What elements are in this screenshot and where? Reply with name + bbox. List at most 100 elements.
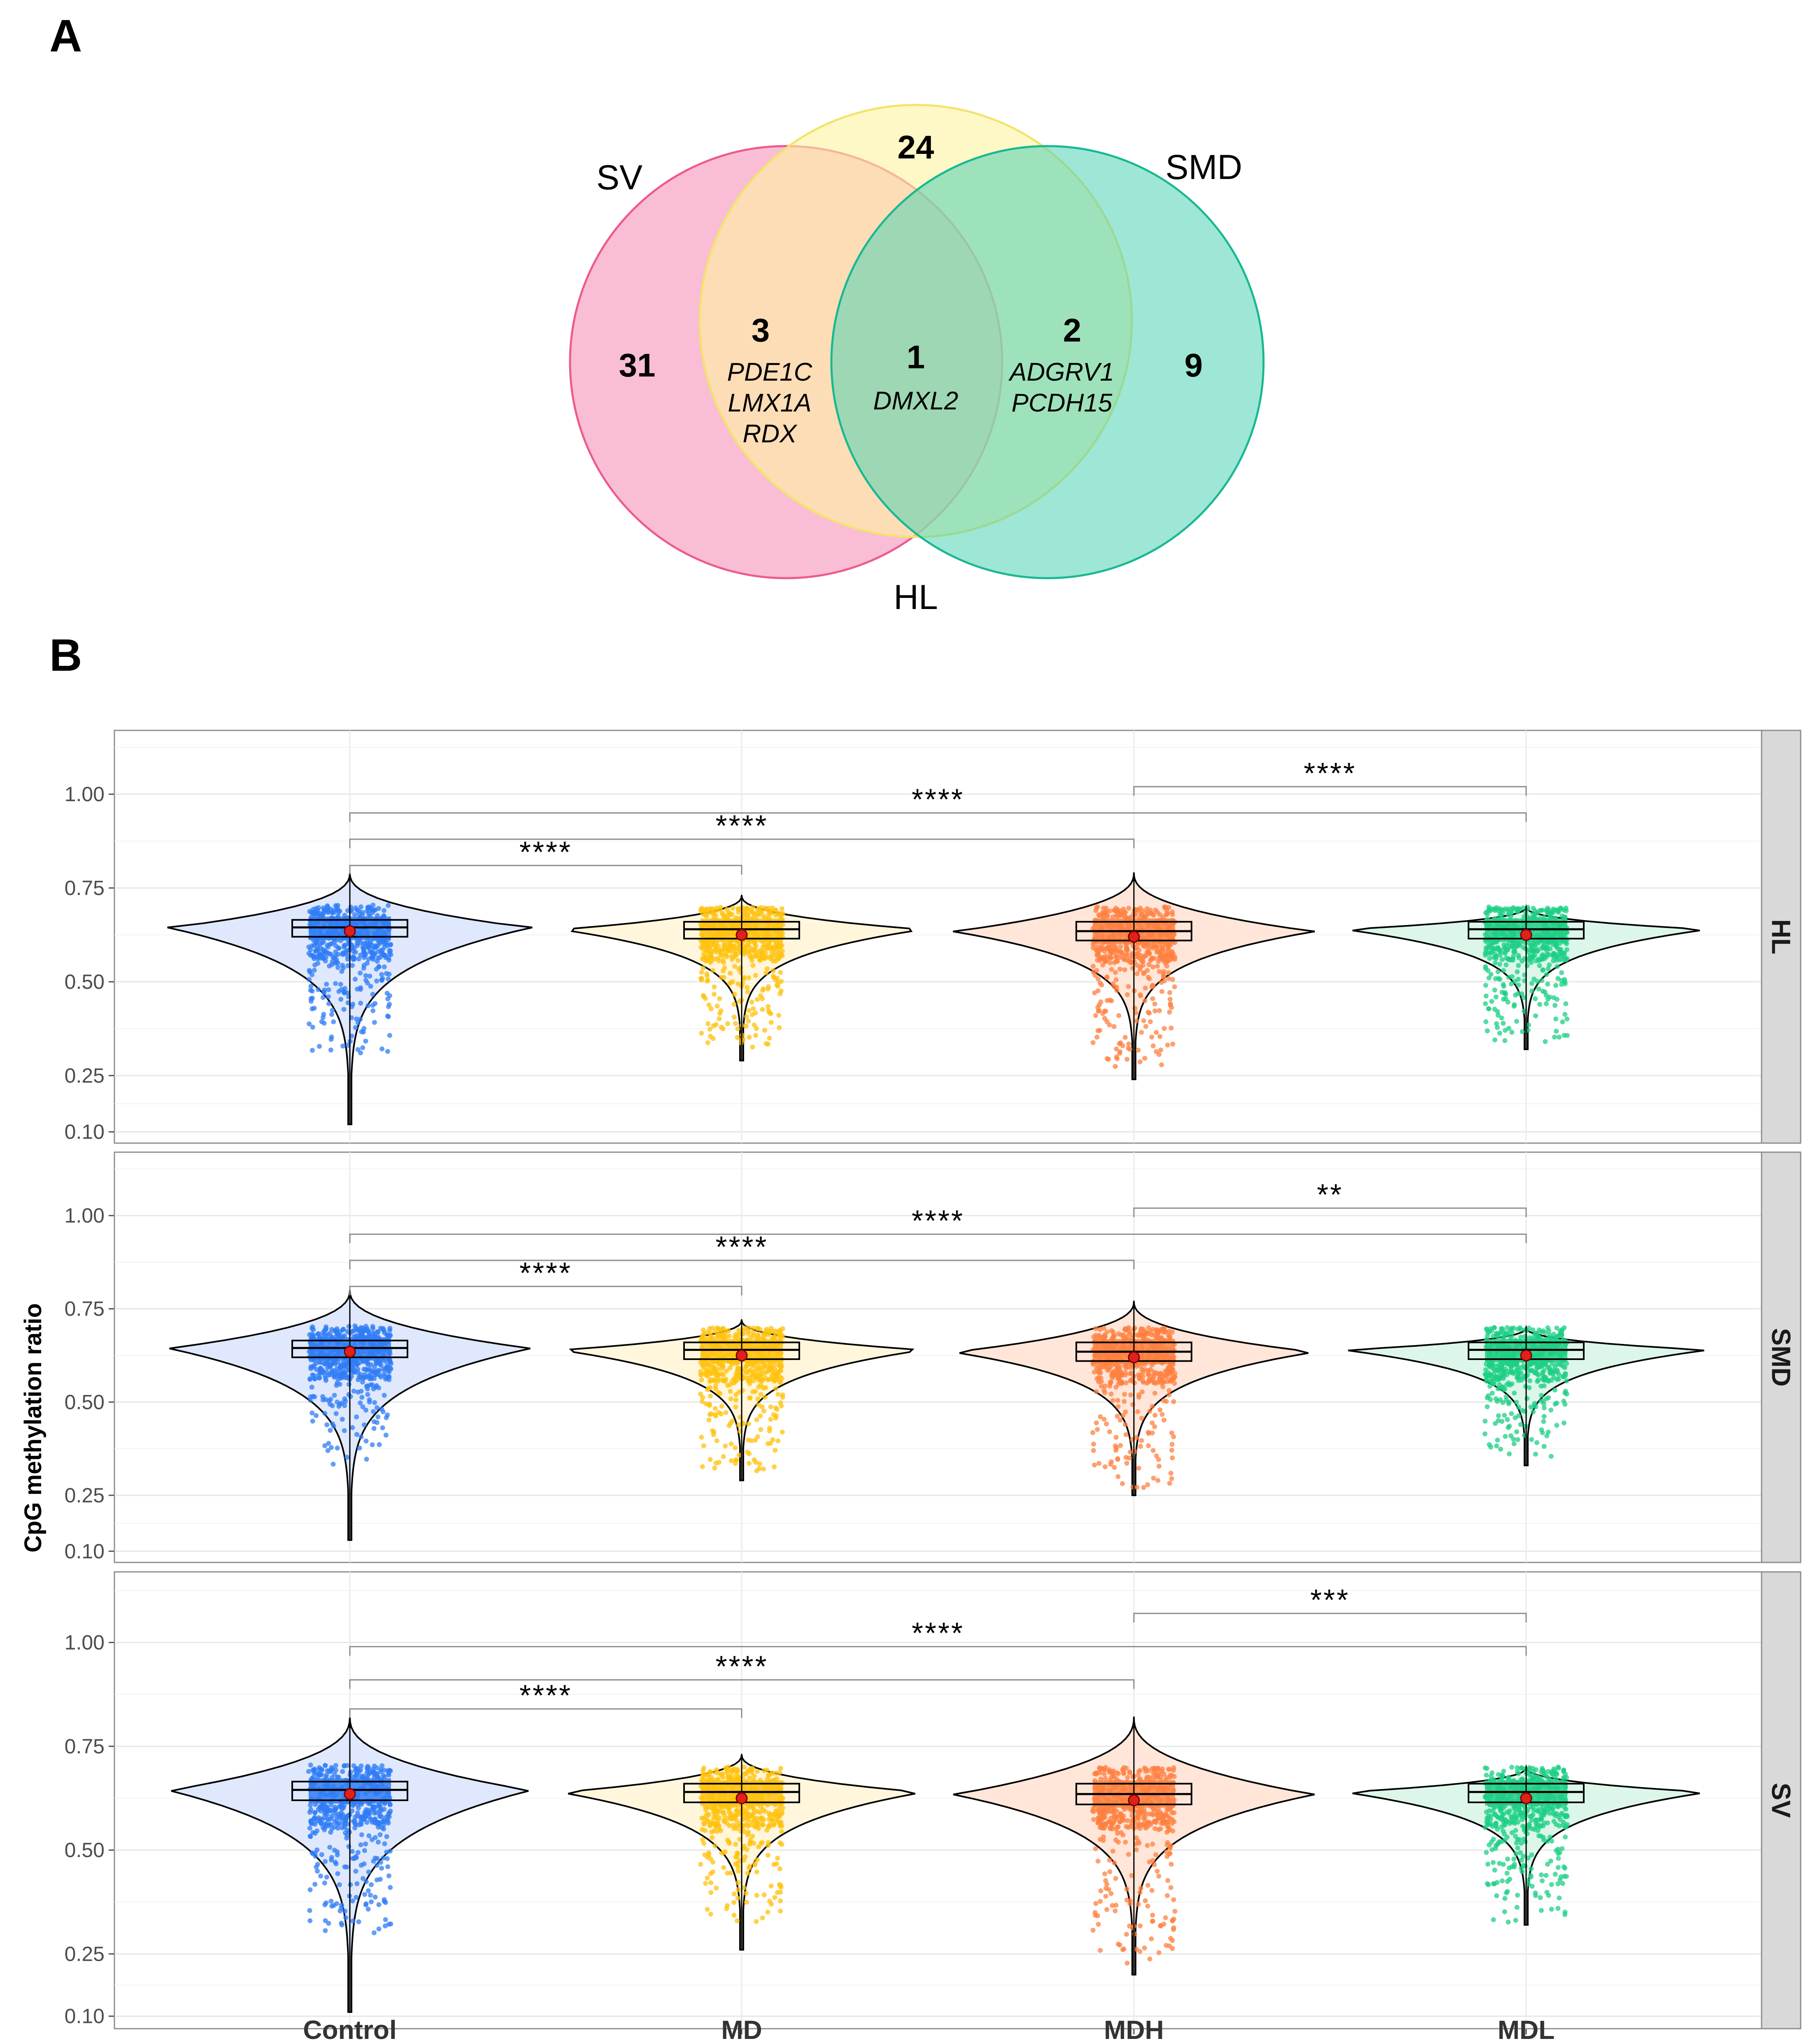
data-point — [760, 996, 765, 1002]
data-point — [352, 1818, 358, 1824]
data-point — [358, 953, 363, 958]
data-point — [332, 1392, 337, 1398]
data-point — [1112, 1333, 1117, 1339]
data-point — [1493, 976, 1498, 981]
data-point — [1505, 947, 1510, 952]
data-point — [1127, 955, 1133, 961]
data-point — [1166, 1392, 1172, 1397]
data-point — [752, 941, 757, 946]
data-point — [333, 1411, 339, 1416]
data-point — [363, 1439, 369, 1444]
data-point — [321, 1020, 327, 1026]
data-point — [1104, 1056, 1110, 1061]
data-point — [1117, 1418, 1123, 1423]
data-point — [1529, 944, 1534, 949]
data-point — [1123, 1455, 1129, 1460]
data-point — [320, 995, 326, 1000]
data-point — [1096, 1008, 1102, 1014]
data-point — [1164, 949, 1168, 954]
data-point — [372, 1895, 378, 1900]
chart-facets: 0.100.250.500.751.00****************HL0.… — [65, 730, 1801, 2029]
data-point — [1143, 986, 1148, 990]
data-point — [740, 1376, 745, 1382]
data-point — [1134, 962, 1140, 968]
facet-panel-sv: 0.100.250.500.751.00***************SV — [65, 1571, 1801, 2029]
data-point — [746, 1018, 751, 1024]
data-point — [324, 1812, 329, 1817]
data-point — [1548, 946, 1553, 951]
data-point — [1483, 1431, 1487, 1437]
data-point — [728, 980, 734, 985]
data-point — [712, 1465, 717, 1471]
data-point — [768, 909, 774, 914]
data-point — [379, 972, 384, 977]
data-point — [324, 1422, 330, 1427]
data-point — [708, 1394, 713, 1399]
data-point — [322, 1902, 328, 1908]
data-point — [1134, 1485, 1140, 1490]
data-point — [1557, 1034, 1562, 1040]
data-point — [1148, 1019, 1153, 1024]
data-point — [717, 1011, 722, 1016]
data-point — [1562, 957, 1567, 962]
data-point — [1109, 1328, 1114, 1333]
data-point — [1115, 1404, 1121, 1409]
data-point — [1165, 1042, 1170, 1048]
data-point — [385, 1864, 391, 1869]
data-point — [1167, 1009, 1172, 1015]
data-point — [1483, 1372, 1488, 1377]
data-point — [342, 1864, 347, 1869]
data-point — [1093, 1013, 1098, 1018]
data-point — [773, 908, 778, 914]
data-point — [711, 1430, 717, 1435]
data-point — [319, 1852, 324, 1857]
data-point — [1103, 1464, 1108, 1469]
data-point — [1159, 989, 1165, 994]
data-point — [1165, 953, 1171, 958]
data-point — [735, 1035, 740, 1040]
data-point — [335, 1399, 340, 1405]
data-point — [1167, 1481, 1172, 1486]
data-point — [1551, 995, 1557, 1000]
data-point — [1122, 967, 1127, 972]
data-point — [354, 1327, 360, 1333]
data-point — [1548, 1407, 1554, 1413]
data-point — [1155, 1332, 1160, 1337]
data-point — [706, 1002, 712, 1008]
data-point — [1136, 954, 1141, 960]
data-point — [1492, 1007, 1497, 1012]
data-point — [1170, 977, 1175, 982]
data-point — [1559, 913, 1564, 918]
data-point — [377, 1832, 383, 1837]
data-point — [1514, 1019, 1519, 1024]
y-axis-title: CpG methylation ratio — [20, 1303, 47, 1553]
sig-bracket — [349, 838, 1135, 848]
data-point — [1488, 1374, 1494, 1379]
data-point — [385, 1364, 390, 1369]
sig-label: **** — [519, 1257, 572, 1290]
data-point — [720, 1026, 726, 1032]
data-point — [720, 957, 726, 962]
data-point — [1563, 1388, 1568, 1394]
data-point — [1147, 976, 1152, 981]
data-point — [1134, 1435, 1139, 1440]
data-point — [1154, 944, 1159, 949]
data-point — [316, 1331, 321, 1337]
data-point — [1118, 944, 1123, 949]
data-point — [759, 950, 764, 955]
data-point — [1114, 948, 1119, 954]
data-point — [749, 1012, 755, 1017]
data-point — [1108, 960, 1112, 965]
data-point — [1099, 947, 1104, 952]
data-point — [321, 955, 326, 961]
data-point — [779, 906, 784, 911]
data-point — [778, 953, 783, 958]
data-point — [726, 1423, 732, 1428]
data-point — [1510, 1369, 1515, 1375]
data-point — [1545, 966, 1551, 972]
data-point — [354, 1432, 359, 1437]
data-point — [699, 1377, 704, 1383]
data-point — [1518, 1334, 1523, 1340]
data-point — [1139, 1416, 1144, 1421]
data-point — [1492, 946, 1498, 951]
